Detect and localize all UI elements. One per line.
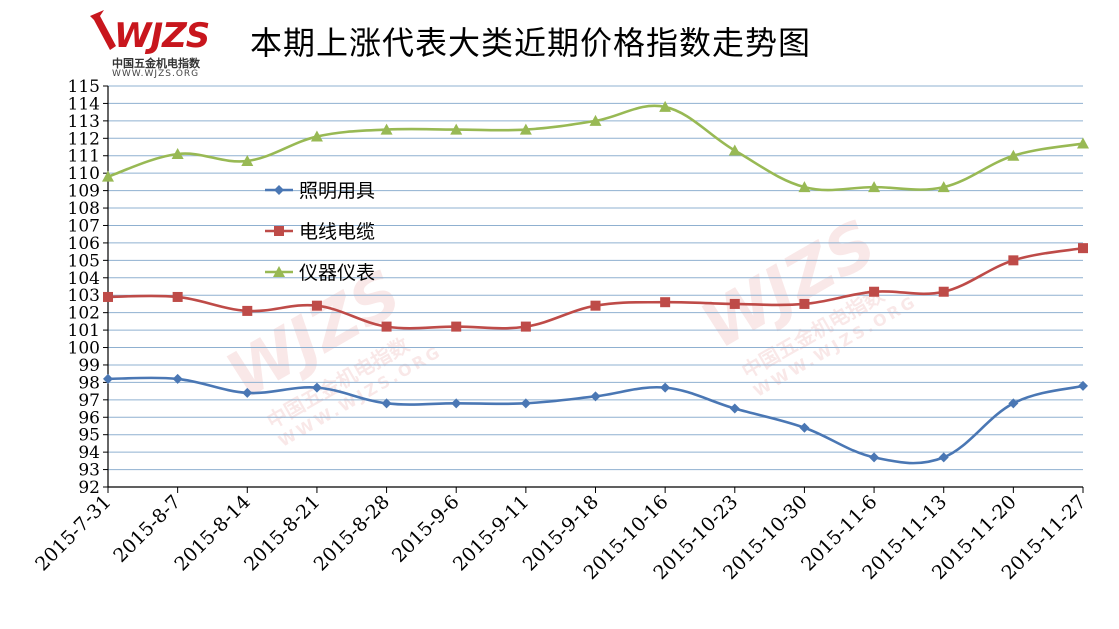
data-point — [1078, 243, 1088, 254]
logo-wordmark: WJZS — [114, 16, 210, 56]
data-point — [172, 291, 183, 302]
data-point — [729, 403, 740, 414]
data-point — [659, 100, 672, 112]
y-tick-label: 107 — [68, 216, 100, 236]
data-point — [520, 321, 531, 332]
y-tick-label: 98 — [78, 373, 100, 393]
y-tick-label: 92 — [78, 478, 100, 498]
y-tick-label: 102 — [68, 304, 100, 324]
data-point — [311, 382, 322, 393]
data-point — [171, 147, 184, 159]
data-point — [938, 452, 949, 463]
data-point — [729, 298, 740, 309]
data-point — [242, 305, 253, 316]
data-point — [937, 181, 950, 193]
data-point — [869, 452, 880, 463]
data-point — [519, 123, 532, 135]
data-point — [381, 321, 392, 332]
logo-arrow-icon — [90, 10, 116, 50]
data-point — [728, 144, 741, 156]
data-point — [660, 297, 671, 308]
legend-marker — [274, 226, 284, 236]
y-tick-label: 108 — [68, 199, 100, 219]
legend-label: 电线电缆 — [299, 221, 375, 243]
y-tick-label: 96 — [78, 408, 100, 428]
data-point — [590, 391, 601, 402]
data-point — [589, 114, 602, 126]
y-tick-label: 106 — [68, 234, 100, 254]
logo-url: WWW.WJZS.ORG — [112, 69, 200, 79]
data-point — [1078, 380, 1088, 391]
legend-label: 照明用具 — [299, 180, 375, 202]
data-point — [381, 398, 392, 409]
y-tick-label: 114 — [68, 94, 100, 114]
data-point — [310, 130, 323, 142]
y-tick-label: 99 — [78, 356, 100, 376]
y-tick-label: 112 — [68, 129, 100, 149]
y-tick-label: 113 — [68, 112, 100, 132]
data-point — [1008, 398, 1019, 409]
y-tick-label: 100 — [68, 339, 100, 359]
data-point — [311, 300, 322, 311]
y-tick-label: 104 — [68, 269, 100, 289]
y-tick-label: 103 — [68, 286, 100, 306]
y-tick-label: 110 — [68, 164, 100, 184]
chart-title: 本期上涨代表大类近期价格指数走势图 — [250, 24, 812, 62]
data-point — [938, 286, 949, 297]
data-point — [102, 170, 114, 182]
data-point — [799, 422, 810, 433]
data-point — [520, 398, 531, 409]
data-point — [799, 298, 810, 309]
data-point — [103, 373, 113, 384]
data-point — [103, 291, 113, 302]
y-tick-label: 115 — [68, 77, 100, 97]
y-tick-label: 94 — [78, 443, 100, 463]
data-point — [380, 123, 393, 135]
data-point — [172, 373, 183, 384]
legend-marker — [274, 185, 284, 195]
y-tick-label: 93 — [78, 461, 100, 481]
data-point — [660, 382, 671, 393]
data-point — [1007, 149, 1020, 161]
data-point — [451, 321, 462, 332]
data-point — [798, 181, 811, 193]
legend-marker — [273, 266, 285, 277]
series-line — [107, 376, 1084, 465]
y-tick-label: 109 — [68, 182, 100, 202]
logo-cn-name: 中国五金机电指数 — [112, 57, 200, 70]
data-point — [451, 398, 462, 409]
y-tick-label: 105 — [68, 251, 100, 271]
legend-label: 仪器仪表 — [299, 262, 375, 284]
data-point — [590, 300, 601, 311]
y-tick-label: 101 — [68, 321, 100, 341]
data-point — [450, 123, 463, 135]
data-point — [868, 181, 881, 193]
data-point — [241, 154, 254, 166]
data-point — [869, 286, 880, 297]
y-tick-label: 97 — [78, 391, 100, 411]
x-tick-label: 2015-7-31 — [31, 491, 115, 575]
y-tick-label: 111 — [68, 147, 100, 167]
data-point — [1077, 137, 1089, 149]
y-tick-label: 95 — [78, 426, 100, 446]
brand-logo: WJZS 中国五金机电指数 WWW.WJZS.ORG — [86, 6, 218, 82]
x-tick-label: 2015-8-28 — [310, 491, 394, 575]
data-point — [1008, 255, 1019, 266]
data-point — [242, 387, 253, 398]
